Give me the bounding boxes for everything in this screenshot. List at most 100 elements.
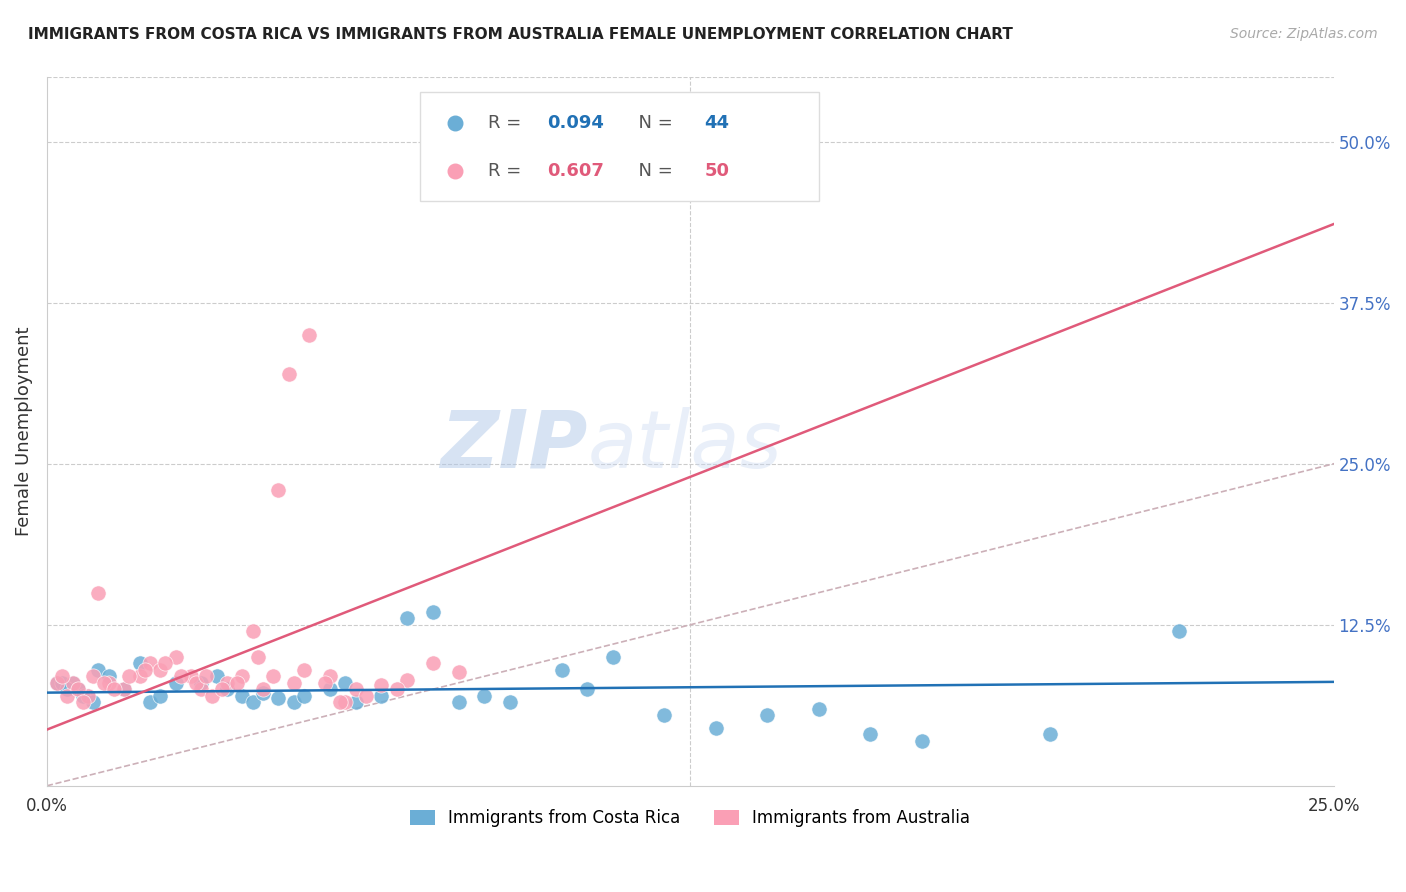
Point (1168, 624, 1191, 639)
Point (139, 695, 162, 709)
Point (807, 701, 830, 715)
Point (344, 682, 367, 697)
Point (139, 657, 162, 671)
Point (396, 611, 419, 625)
Point (165, 675, 187, 690)
Point (66, 682, 89, 697)
Point (756, 708, 779, 723)
Point (422, 657, 444, 671)
Point (72, 689, 94, 703)
Point (56, 682, 79, 697)
Point (242, 624, 264, 639)
Point (66, 682, 89, 697)
Text: atlas: atlas (588, 407, 782, 484)
Point (277, 367, 299, 381)
Point (319, 682, 342, 697)
Point (550, 663, 572, 677)
Point (447, 695, 470, 709)
Point (354, 689, 377, 703)
Point (97, 675, 120, 690)
Text: 50: 50 (704, 162, 730, 180)
Point (103, 682, 125, 697)
Point (283, 675, 305, 690)
Point (51, 675, 73, 690)
Point (149, 663, 172, 677)
Point (370, 678, 392, 692)
Point (911, 733, 934, 747)
Point (215, 675, 238, 690)
Point (180, 669, 202, 683)
Point (335, 675, 357, 690)
Point (211, 682, 233, 697)
Point (370, 689, 392, 703)
Point (262, 669, 284, 683)
Y-axis label: Female Unemployment: Female Unemployment (15, 326, 32, 536)
Point (62, 675, 84, 690)
Point (344, 695, 367, 709)
Point (46, 675, 69, 690)
Text: IMMIGRANTS FROM COSTA RICA VS IMMIGRANTS FROM AUSTRALIA FEMALE UNEMPLOYMENT CORR: IMMIGRANTS FROM COSTA RICA VS IMMIGRANTS… (28, 27, 1012, 42)
Text: 44: 44 (704, 114, 730, 133)
Point (190, 682, 212, 697)
Point (62, 675, 84, 690)
Point (128, 657, 150, 671)
Text: 0.094: 0.094 (547, 114, 605, 133)
Point (112, 682, 135, 697)
Point (46, 675, 69, 690)
Point (77, 689, 100, 703)
Point (231, 669, 253, 683)
Point (112, 682, 135, 697)
Point (200, 689, 222, 703)
Point (170, 669, 193, 683)
Point (195, 669, 218, 683)
Point (576, 682, 599, 697)
Point (190, 675, 212, 690)
Point (422, 605, 444, 619)
Point (56, 689, 79, 703)
Point (82, 669, 104, 683)
Point (231, 689, 253, 703)
Point (87, 585, 110, 599)
Text: 0.607: 0.607 (547, 162, 605, 180)
Point (283, 695, 305, 709)
Point (118, 669, 141, 683)
Point (385, 682, 408, 697)
Point (267, 483, 290, 497)
Point (134, 663, 156, 677)
Point (205, 669, 228, 683)
Point (499, 695, 522, 709)
Point (246, 650, 269, 665)
Text: ZIP: ZIP (440, 407, 588, 484)
Point (319, 669, 342, 683)
Point (602, 650, 624, 665)
Point (226, 675, 249, 690)
Point (252, 682, 274, 697)
Text: R =: R = (488, 162, 527, 180)
Point (215, 682, 238, 697)
Point (186, 675, 208, 690)
Point (267, 691, 290, 706)
Point (51, 669, 73, 683)
Point (292, 663, 315, 677)
Point (396, 673, 419, 688)
Point (314, 675, 336, 690)
Point (329, 695, 352, 709)
Point (242, 695, 264, 709)
Point (704, 721, 727, 735)
Text: Source: ZipAtlas.com: Source: ZipAtlas.com (1230, 27, 1378, 41)
Point (72, 695, 94, 709)
Point (155, 657, 177, 671)
Point (77, 689, 100, 703)
Point (447, 665, 470, 680)
Text: R =: R = (488, 114, 527, 133)
Text: N =: N = (627, 162, 679, 180)
Point (298, 328, 321, 343)
Point (97, 669, 120, 683)
Point (472, 689, 495, 703)
Point (654, 708, 676, 723)
Point (252, 686, 274, 700)
Point (149, 689, 172, 703)
Point (93, 675, 115, 690)
Legend: Immigrants from Costa Rica, Immigrants from Australia: Immigrants from Costa Rica, Immigrants f… (404, 803, 977, 834)
Point (335, 695, 357, 709)
